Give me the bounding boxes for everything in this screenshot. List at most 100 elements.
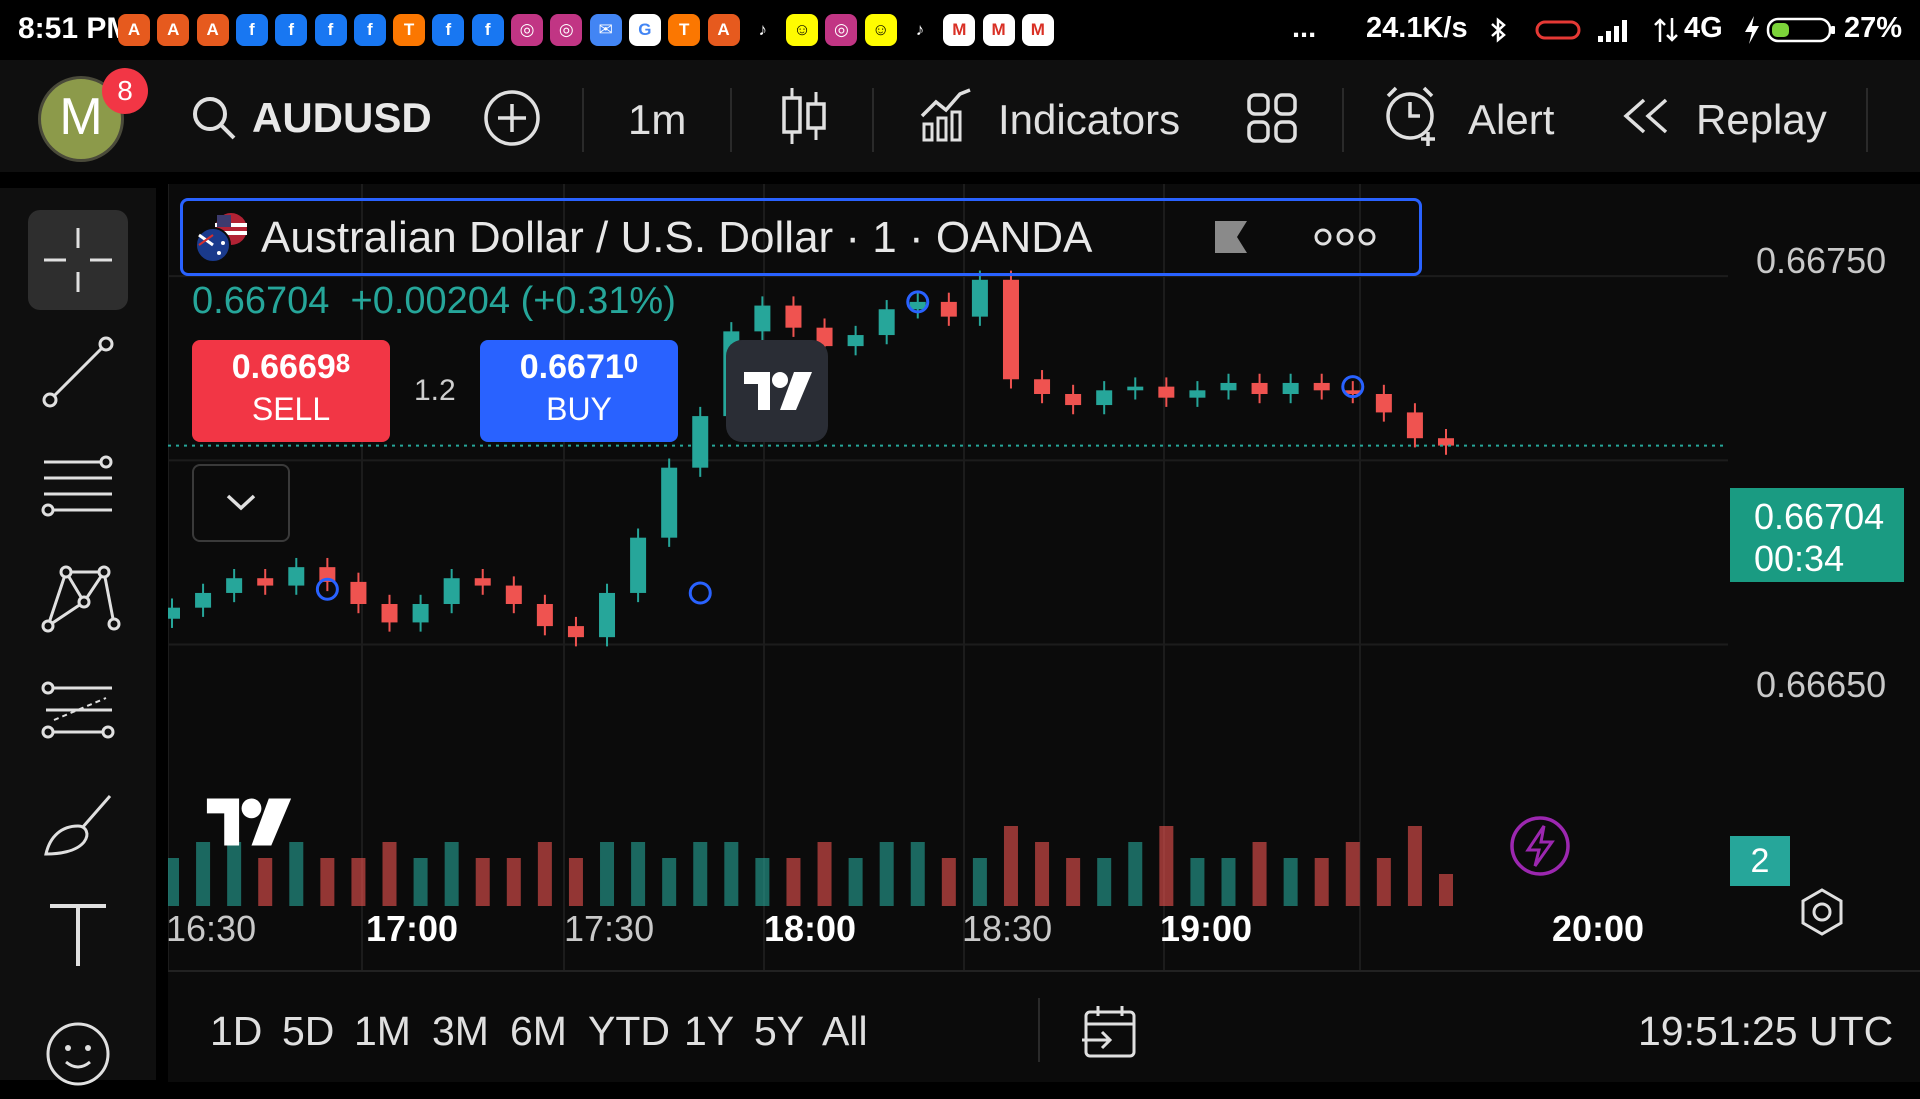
event-marker[interactable] (315, 577, 339, 601)
candle (226, 578, 243, 593)
brush-icon (44, 795, 112, 856)
collapse-panel-button[interactable] (192, 464, 290, 542)
smiley-icon (46, 1022, 110, 1086)
tiktok-icon: ♪ (746, 14, 779, 46)
volume-bar (1376, 858, 1391, 906)
alarm-clock-icon (1386, 86, 1435, 146)
candle (1002, 279, 1019, 380)
range-5y[interactable]: 5Y (754, 1008, 805, 1054)
candle (195, 592, 212, 608)
top-toolbar: M 8 AUDUSD 1m Indicators (0, 60, 1920, 172)
candle (257, 578, 274, 586)
flag-symbol-icon[interactable] (1211, 217, 1251, 257)
aliexpress-icon: A (157, 14, 190, 46)
more-icon[interactable] (1313, 225, 1377, 249)
projection-icon (41, 681, 115, 739)
replay-button[interactable]: Replay (1618, 80, 1838, 154)
watermark-logo (206, 798, 292, 846)
spread-value: 1.2 (414, 374, 456, 407)
volume-bar (910, 842, 925, 906)
trend-line-tool[interactable] (28, 322, 128, 422)
volume-bar (289, 842, 304, 906)
volume-bar (1066, 858, 1081, 906)
forecast-tool[interactable] (28, 658, 128, 758)
indicators-label: Indicators (998, 96, 1181, 143)
volume-bar (1128, 842, 1143, 906)
sell-label: SELL (251, 391, 331, 427)
broker-logo-button[interactable] (726, 340, 828, 442)
interval-button[interactable]: 1m (628, 96, 687, 143)
notification-more: ... (1292, 12, 1317, 44)
candle (350, 581, 367, 604)
range-1d[interactable]: 1D (210, 1008, 263, 1054)
toolbar-gutter (156, 188, 168, 1080)
chart-area[interactable]: Australian Dollar / U.S. Dollar · 1 · OA… (168, 184, 1920, 970)
alert-button[interactable]: Alert (1380, 80, 1560, 154)
rewind-icon (1623, 98, 1668, 134)
event-marker[interactable] (906, 290, 930, 314)
current-price-tag: 0.66704 00:34 (1730, 488, 1904, 582)
buy-button[interactable]: 0.66710 BUY (480, 340, 678, 442)
volume-bar (413, 858, 428, 906)
brush-tool[interactable] (28, 770, 128, 870)
legend-price-change: 0.66704 +0.00204 (+0.31%) (192, 280, 676, 323)
time-label: 17:00 (366, 908, 459, 949)
volume-bar (227, 842, 242, 906)
volume-bar (1003, 826, 1018, 906)
candle (1375, 394, 1392, 413)
candle (1438, 438, 1454, 446)
current-price-value: 0.66704 (1754, 496, 1885, 537)
candle (474, 578, 491, 586)
crosshair-tool[interactable] (28, 210, 128, 310)
symbol-legend[interactable]: Australian Dollar / U.S. Dollar · 1 · OA… (180, 198, 1422, 276)
xabcd-pattern-icon (41, 565, 121, 633)
battery-icon (1766, 17, 1835, 43)
candle (1127, 386, 1144, 391)
vowifi-icon (1535, 20, 1581, 40)
symbol-search[interactable]: AUDUSD (186, 82, 486, 152)
candle (536, 604, 553, 627)
volume-bar (755, 858, 770, 906)
event-marker[interactable] (688, 581, 712, 605)
range-all[interactable]: All (822, 1008, 868, 1054)
facebook-icon: f (353, 14, 386, 46)
volume-bar (662, 858, 677, 906)
go-to-date-icon[interactable] (1080, 1002, 1140, 1062)
lightning-icon[interactable] (1508, 814, 1572, 878)
instagram-icon: ◎ (550, 14, 583, 46)
volume-bar (879, 842, 894, 906)
candle (847, 335, 864, 347)
sell-button[interactable]: 0.66698 SELL (192, 340, 390, 442)
volume-bar (196, 842, 211, 906)
bar-countdown: 00:34 (1754, 538, 1845, 579)
range-6m[interactable]: 6M (510, 1008, 567, 1054)
range-1y[interactable]: 1Y (684, 1008, 735, 1054)
chart-settings-icon[interactable] (1794, 884, 1850, 940)
data-transfer-icon (1654, 18, 1678, 42)
add-symbol-button[interactable] (482, 88, 542, 148)
toolbar-divider (730, 88, 732, 152)
range-1m[interactable]: 1M (354, 1008, 411, 1054)
volume-bar (1159, 826, 1174, 906)
range-3m[interactable]: 3M (432, 1008, 489, 1054)
candle (1282, 382, 1299, 394)
candle (1344, 390, 1361, 394)
event-marker[interactable] (1341, 375, 1365, 399)
candle (1034, 379, 1051, 394)
candle (754, 305, 771, 332)
pattern-tool[interactable] (28, 546, 128, 646)
chart-canvas[interactable] (168, 184, 1920, 970)
crosshair-icon (44, 228, 112, 292)
utc-clock[interactable]: 19:51:25 UTC (1638, 1008, 1894, 1054)
layouts-grid-icon[interactable] (1246, 92, 1298, 144)
emoji-tool[interactable] (28, 994, 128, 1094)
text-tool[interactable] (28, 882, 128, 982)
volume-bar (475, 858, 490, 906)
range-ytd[interactable]: YTD (588, 1008, 670, 1054)
candles-chart-type-button[interactable] (776, 84, 832, 148)
volume-bar (1314, 858, 1329, 906)
indicators-button[interactable]: Indicators (914, 80, 1194, 154)
fib-retracement-tool[interactable] (28, 434, 128, 534)
volume-bar (1035, 842, 1050, 906)
range-5d[interactable]: 5D (282, 1008, 335, 1054)
